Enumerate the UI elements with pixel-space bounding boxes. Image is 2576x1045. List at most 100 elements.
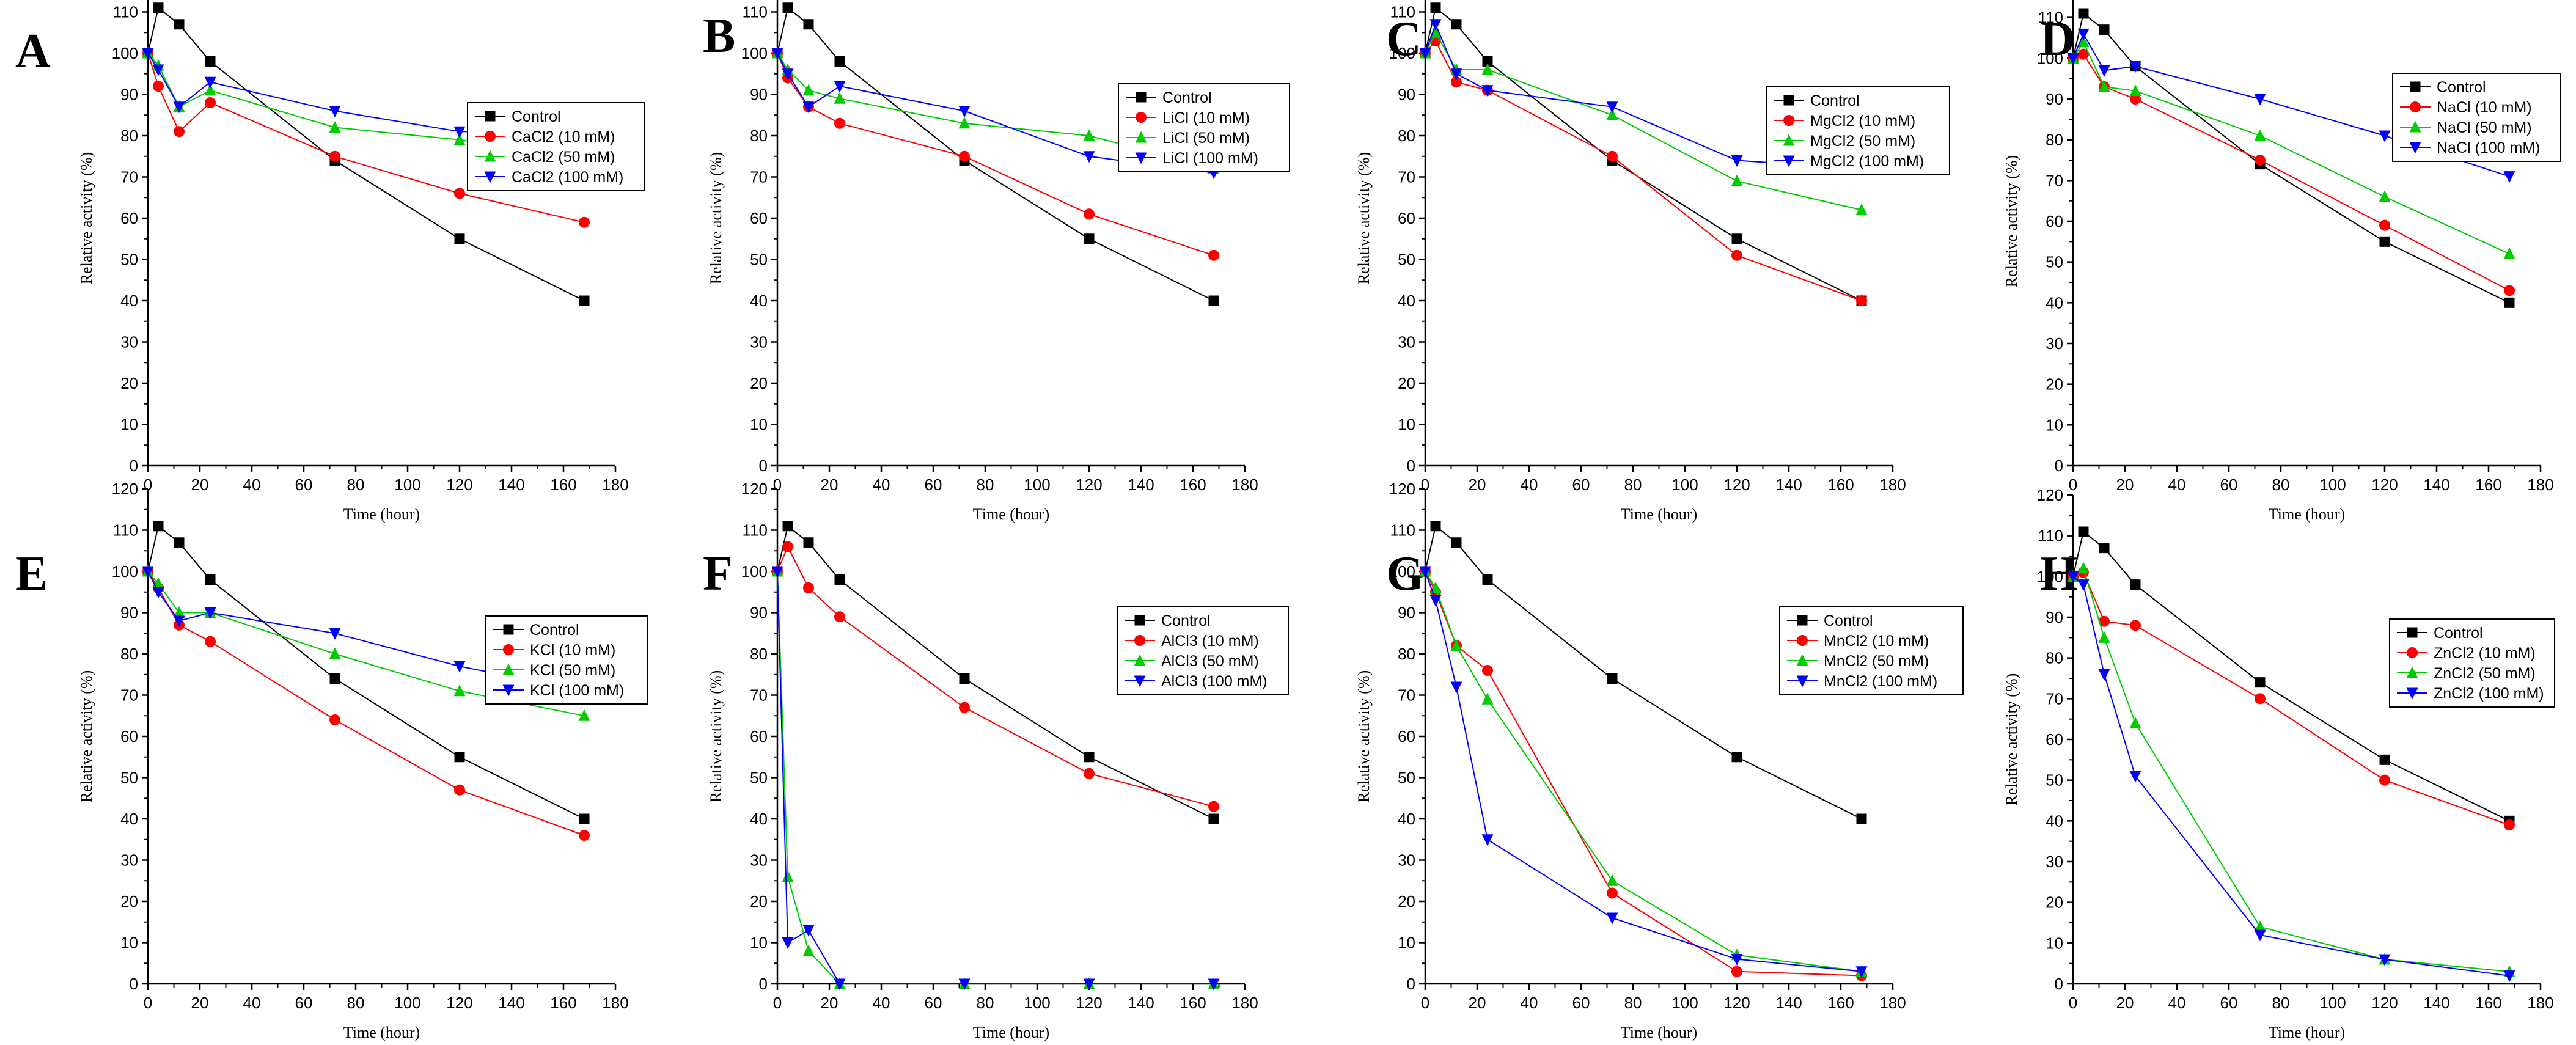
legend-marker — [1136, 92, 1147, 103]
legend-marker — [484, 150, 496, 162]
y-axis-label: Relative activity (%) — [78, 152, 95, 285]
data-point — [2078, 48, 2089, 60]
y-tick-label: 70 — [750, 168, 768, 186]
data-point — [1482, 665, 1493, 676]
x-tick-label: 40 — [1521, 475, 1538, 494]
data-point — [782, 541, 793, 552]
legend-label: MnCl2 (50 mM) — [1824, 653, 1929, 670]
legend-label: KCl (50 mM) — [530, 662, 615, 679]
y-tick-label: 0 — [2055, 457, 2063, 475]
data-point — [1607, 673, 1618, 684]
x-tick-label: 180 — [2527, 994, 2553, 1012]
y-tick-label: 50 — [120, 251, 138, 269]
data-point — [2379, 954, 2391, 966]
x-tick-label: 0 — [773, 994, 782, 1012]
data-point — [329, 106, 341, 117]
y-tick-label: 90 — [1398, 86, 1415, 104]
y-tick-label: 80 — [750, 645, 768, 663]
data-point — [2379, 754, 2390, 765]
legend-label: CaCl2 (100 mM) — [512, 169, 623, 186]
x-tick-label: 20 — [191, 994, 209, 1012]
y-tick-label: 10 — [120, 416, 138, 434]
data-point — [1731, 249, 1742, 261]
legend-label: Control — [1162, 89, 1212, 106]
y-axis-label: Relative activity (%) — [707, 670, 725, 803]
x-tick-label: 80 — [1624, 994, 1642, 1012]
legend-label: NaCl (10 mM) — [2437, 99, 2532, 116]
data-point — [2504, 285, 2515, 296]
data-point — [1084, 208, 1095, 220]
chart-panel-e: E 0 20 40 60 80 100 120 140 160 180 0 10 20 30 40 50 60 70… — [15, 480, 648, 1041]
legend-label: LiCl (10 mM) — [1162, 109, 1250, 127]
series-3 — [2067, 571, 2515, 983]
data-point — [2503, 247, 2515, 259]
y-tick-label: 70 — [750, 686, 768, 705]
data-point — [454, 188, 465, 199]
x-axis-label: Time (hour) — [343, 1024, 420, 1041]
x-tick-label: 100 — [394, 475, 420, 494]
x-tick-label: 60 — [2220, 475, 2238, 494]
panel-letter: B — [703, 9, 735, 63]
data-point — [803, 582, 814, 593]
x-tick-label: 0 — [144, 994, 152, 1012]
x-tick-label: 160 — [1180, 994, 1206, 1012]
y-tick-label: 0 — [130, 457, 138, 475]
data-point — [958, 978, 971, 991]
data-point — [782, 2, 793, 13]
legend-marker — [2407, 627, 2418, 638]
data-point — [2504, 297, 2515, 308]
y-tick-label: 80 — [2046, 649, 2063, 667]
y-tick-label: 110 — [2038, 9, 2063, 27]
y-tick-label: 10 — [2046, 416, 2063, 434]
x-tick-label: 80 — [347, 994, 365, 1012]
y-tick-label: 50 — [750, 769, 768, 787]
data-point — [152, 64, 164, 76]
y-tick-label: 20 — [2046, 893, 2063, 912]
y-tick-label: 100 — [112, 562, 138, 581]
legend-label: AlCl3 (100 mM) — [1161, 673, 1268, 690]
x-tick-label: 0 — [2069, 994, 2077, 1012]
legend-marker — [485, 131, 496, 142]
legend-label: AlCl3 (10 mM) — [1161, 632, 1259, 650]
legend-marker — [2409, 142, 2421, 154]
data-point — [1208, 295, 1219, 306]
y-tick-label: 100 — [2037, 567, 2063, 585]
x-tick-label: 120 — [1076, 475, 1102, 494]
legend-marker — [2406, 666, 2418, 678]
data-point — [204, 76, 216, 89]
data-point — [2099, 24, 2110, 35]
legend-marker — [1796, 654, 1808, 666]
x-tick-label: 20 — [2116, 475, 2134, 494]
data-point — [2078, 526, 2089, 537]
x-tick-label: 80 — [2272, 994, 2290, 1012]
y-tick-label: 10 — [1398, 934, 1415, 952]
legend: Control MgCl2 (10 mM) MgCl2 (50 mM) MgCl2 (… — [1766, 86, 1950, 175]
data-point — [205, 574, 216, 585]
legend-label: Control — [1824, 612, 1873, 629]
y-tick-label: 30 — [750, 333, 768, 351]
y-tick-label: 60 — [1398, 209, 1415, 227]
data-point — [1451, 19, 1462, 30]
data-point — [782, 870, 794, 882]
legend: Control ZnCl2 (10 mM) ZnCl2 (50 mM) ZnCl2 (… — [2389, 618, 2555, 708]
y-tick-label: 60 — [1398, 727, 1415, 746]
data-point — [1419, 48, 1431, 60]
x-tick-label: 20 — [821, 994, 838, 1012]
x-tick-label: 60 — [295, 994, 313, 1012]
legend-label: ZnCl2 (10 mM) — [2434, 645, 2536, 662]
data-point — [2130, 579, 2141, 590]
y-tick-label: 10 — [750, 934, 768, 952]
data-point — [329, 673, 340, 684]
data-point — [1083, 151, 1095, 163]
data-point — [204, 84, 216, 96]
panel-letter: A — [15, 24, 51, 78]
y-tick-label: 50 — [750, 251, 768, 269]
data-point — [1451, 537, 1462, 548]
y-tick-label: 20 — [750, 892, 768, 911]
data-point — [2077, 579, 2090, 592]
x-tick-label: 120 — [1723, 475, 1750, 494]
chart-panel-c: C0 20 40 60 80 100 120 140 160 180010203040506070… — [1355, 0, 1950, 523]
data-point — [1450, 681, 1462, 694]
y-tick-label: 80 — [2046, 131, 2063, 149]
data-point — [153, 521, 164, 532]
